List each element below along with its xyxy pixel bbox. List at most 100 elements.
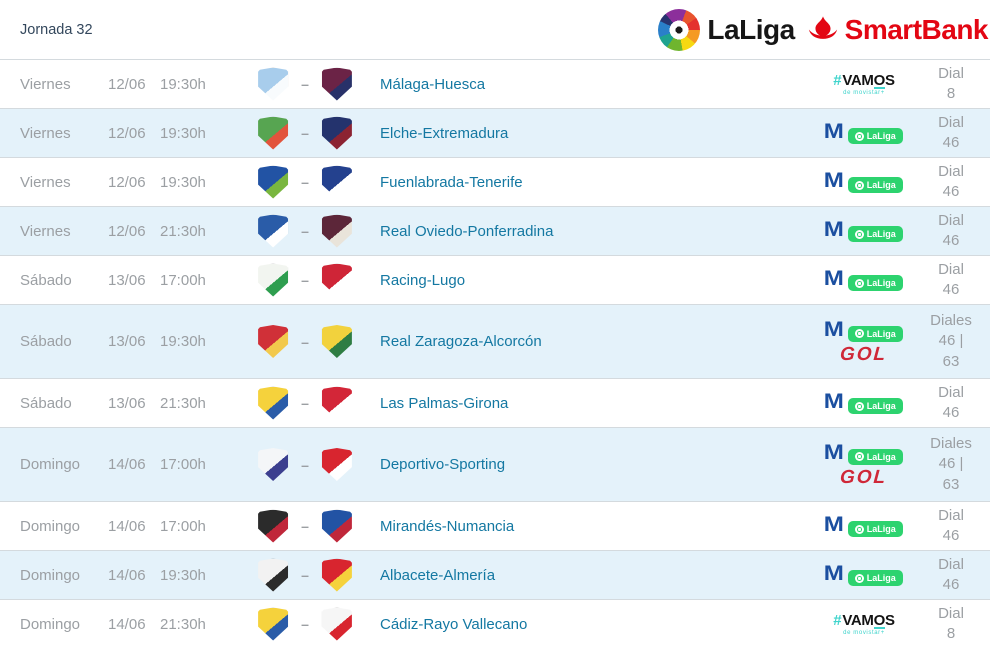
versus-dash: –	[301, 272, 309, 288]
match-date: 14/06	[108, 517, 146, 535]
movistar-m-icon: M	[823, 440, 845, 464]
match-row: Domingo 14/06 17:00h – Deportivo-Sportin…	[0, 427, 990, 501]
match-date: 13/06	[108, 394, 146, 412]
crest-pair: –	[230, 509, 380, 543]
channel-logos: M LaLiga	[816, 562, 912, 586]
match-time: 21:30h	[160, 394, 206, 412]
home-team-crest-icon	[258, 607, 289, 641]
match-time: 19:30h	[160, 333, 206, 350]
laliga-pill: LaLiga	[847, 275, 903, 291]
match-link[interactable]: Real Oviedo-Ponferradina	[380, 222, 554, 240]
match-row: Sábado 13/06 19:30h – Real Zaragoza-Alco…	[0, 304, 990, 378]
match-row: Sábado 13/06 17:00h – Racing-Lugo M LaLig…	[0, 255, 990, 304]
match-link[interactable]: Elche-Extremadura	[380, 124, 509, 142]
laliga-pill: LaLiga	[847, 325, 903, 342]
match-link[interactable]: Las Palmas-Girona	[380, 394, 509, 412]
match-row: Sábado 13/06 21:30h – Las Palmas-Girona …	[0, 378, 990, 427]
match-name-cell: Fuenlabrada-Tenerife	[380, 174, 816, 191]
dial-number: Dial 8	[938, 64, 964, 102]
match-row: Viernes 12/06 19:30h – Elche-Extremadura…	[0, 108, 990, 157]
match-link[interactable]: Málaga-Huesca	[380, 75, 486, 93]
laliga-pill-label: LaLiga	[866, 328, 896, 339]
match-day: Sábado	[20, 271, 72, 289]
laliga-pill: LaLiga	[847, 448, 903, 465]
laliga-ball-mini-icon	[854, 278, 864, 288]
channel-logos: M LaLiga	[816, 218, 912, 242]
channel-logos: M LaLiga GOL	[816, 440, 912, 488]
laliga-pill-label: LaLiga	[866, 180, 896, 190]
home-team-crest-icon	[258, 448, 289, 481]
away-team-crest-icon	[321, 67, 352, 101]
match-row: Domingo 14/06 21:30h – Cádiz-Rayo Vallec…	[0, 599, 990, 648]
home-team-crest-icon	[258, 509, 289, 543]
movistar-m-icon: M	[823, 267, 845, 290]
dial-number: Diales 46 | 63	[930, 312, 972, 370]
match-day: Viernes	[20, 124, 71, 142]
match-day: Domingo	[20, 517, 81, 535]
laliga-pill: LaLiga	[847, 226, 903, 242]
match-date: 13/06	[108, 271, 146, 289]
movistar-laliga-logo: M LaLiga	[823, 267, 903, 291]
movistar-laliga-logo: M LaLiga	[824, 170, 903, 193]
match-day: Domingo	[20, 615, 81, 633]
match-name-cell: Mirandés-Numancia	[380, 518, 816, 535]
vamos-subtext: de movistar+	[843, 90, 885, 96]
dial-number: Dial 8	[938, 604, 964, 642]
crest-pair: –	[230, 67, 380, 101]
match-link[interactable]: Racing-Lugo	[380, 271, 466, 289]
match-day: Viernes	[20, 222, 71, 240]
movistar-m-icon: M	[823, 317, 845, 341]
crest-pair: –	[230, 448, 380, 481]
gol-logo: GOL	[839, 343, 889, 365]
match-time: 19:30h	[160, 124, 206, 142]
match-link[interactable]: Real Zaragoza-Alcorcón	[380, 333, 542, 350]
laliga-ball-mini-icon	[854, 524, 864, 534]
laliga-pill-label: LaLiga	[866, 451, 896, 462]
match-day: Domingo	[20, 456, 81, 473]
laliga-ball-mini-icon	[854, 573, 864, 583]
match-name-cell: Las Palmas-Girona	[380, 395, 816, 412]
match-name-cell: Elche-Extremadura	[380, 125, 816, 142]
match-name-cell: Real Oviedo-Ponferradina	[380, 223, 816, 240]
laliga-ball-mini-icon	[854, 131, 864, 141]
away-team-crest-icon	[321, 165, 352, 199]
match-link[interactable]: Cádiz-Rayo Vallecano	[380, 615, 528, 633]
laliga-ball-mini-icon	[854, 180, 864, 190]
match-day: Viernes	[20, 75, 71, 93]
vamos-wordmark: #VAMOS	[833, 72, 895, 89]
match-link[interactable]: Albacete-Almería	[380, 566, 496, 584]
away-team-crest-icon	[321, 448, 352, 481]
movistar-laliga-logo: M LaLiga	[823, 218, 903, 242]
laliga-ball-icon	[658, 8, 701, 51]
crest-pair: –	[230, 558, 380, 592]
smartbank-wordmark: SmartBank	[844, 13, 989, 45]
match-date: 12/06	[108, 75, 146, 93]
movistar-laliga-logo: M LaLiga	[824, 121, 903, 144]
laliga-pill-label: LaLiga	[866, 278, 896, 288]
away-team-crest-icon	[321, 325, 352, 358]
home-team-crest-icon	[258, 263, 289, 297]
movistar-m-icon: M	[823, 562, 845, 585]
vamos-logo: #VAMOS de movistar+	[833, 72, 895, 96]
santander-flame-icon	[808, 16, 837, 39]
movistar-laliga-logo: M LaLiga	[823, 317, 903, 342]
home-team-crest-icon	[258, 386, 289, 420]
versus-dash: –	[301, 395, 309, 411]
laliga-pill: LaLiga	[847, 398, 903, 414]
match-row: Domingo 14/06 17:00h – Mirandés-Numancia…	[0, 501, 990, 550]
laliga-ball-mini-icon	[854, 452, 864, 461]
match-link[interactable]: Deportivo-Sporting	[380, 456, 506, 473]
match-link[interactable]: Mirandés-Numancia	[380, 517, 515, 535]
match-time: 17:00h	[160, 517, 206, 535]
channel-logos: M LaLiga	[816, 170, 912, 193]
laliga-pill-label: LaLiga	[866, 131, 896, 141]
laliga-pill-label: LaLiga	[866, 401, 896, 411]
match-name-cell: Deportivo-Sporting	[380, 456, 816, 473]
match-link[interactable]: Fuenlabrada-Tenerife	[380, 173, 523, 191]
channel-logos: M LaLiga	[816, 513, 912, 537]
movistar-m-icon: M	[823, 513, 845, 536]
laliga-wordmark: LaLiga	[707, 13, 795, 45]
match-row: Domingo 14/06 19:30h – Albacete-Almería …	[0, 550, 990, 599]
movistar-m-icon: M	[823, 218, 845, 241]
